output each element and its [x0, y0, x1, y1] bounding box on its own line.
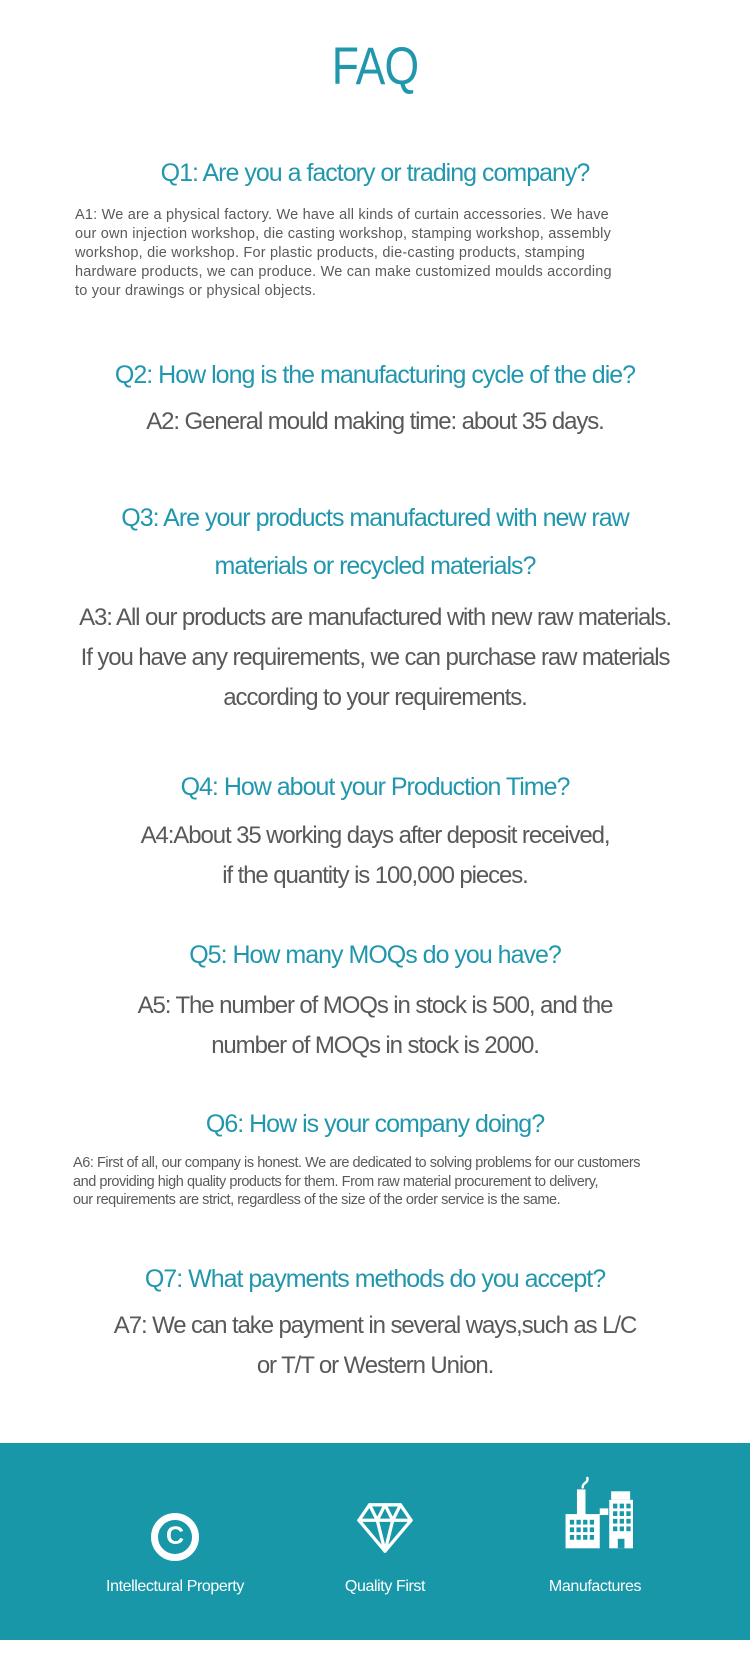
faq-answer-5: A5: The number of MOQs in stock is 500, … [137, 992, 614, 1059]
faq-question-3: Q3: Are your products manufactured with … [121, 504, 629, 580]
footer-item-manufactures: Manufactures [495, 1443, 695, 1597]
faq-answer-7: A7: We can take payment in several ways,… [113, 1311, 638, 1379]
faq-question-5: Q5: How many MOQs do you have? [189, 941, 562, 969]
page-title: FAQ [331, 37, 419, 96]
footer-item-intellectual-property: C Intellectural Property [75, 1443, 275, 1597]
copyright-icon: C [151, 1512, 199, 1561]
faq-question-6: Q6: How is your company doing? [205, 1110, 545, 1138]
faq-item-4: Q4: How about your Production Time? A4:A… [0, 770, 750, 896]
faq-question-7: Q7: What payments methods do you accept? [144, 1264, 606, 1293]
footer-item-label: Quality First [344, 1577, 426, 1595]
footer-item-label: Intellectural Property [106, 1577, 244, 1595]
faq-item-6: Q6: How is your company doing? A6: First… [0, 1107, 750, 1210]
faq-answer-4: A4:About 35 working days after deposit r… [140, 822, 611, 889]
faq-question-1: Q1: Are you a factory or trading company… [160, 159, 591, 187]
faq-item-5: Q5: How many MOQs do you have? A5: The n… [0, 938, 750, 1066]
footer-item-quality-first: Quality First [285, 1443, 485, 1597]
faq-answer-2: A2: General mould making time: about 35 … [146, 408, 605, 435]
faq-item-1: Q1: Are you a factory or trading company… [0, 156, 750, 301]
footer: C Intellectural Property Quality First [0, 1442, 750, 1640]
faq-item-7: Q7: What payments methods do you accept?… [0, 1262, 750, 1386]
factory-icon [557, 1476, 633, 1561]
faq-item-2: Q2: How long is the manufacturing cycle … [0, 358, 750, 442]
diamond-icon [354, 1500, 416, 1561]
faq-question-2: Q2: How long is the manufacturing cycle … [114, 361, 636, 389]
faq-item-3: Q3: Are your products manufactured with … [0, 494, 750, 718]
footer-item-label: Manufactures [548, 1577, 642, 1595]
faq-question-4: Q4: How about your Production Time? [180, 773, 571, 801]
faq-answer-3: A3: All our products are manufactured wi… [79, 604, 672, 711]
faq-answer-1: A1: We are a physical factory. We have a… [75, 207, 612, 299]
faq-answer-6: A6: First of all, our company is honest.… [73, 1155, 641, 1208]
